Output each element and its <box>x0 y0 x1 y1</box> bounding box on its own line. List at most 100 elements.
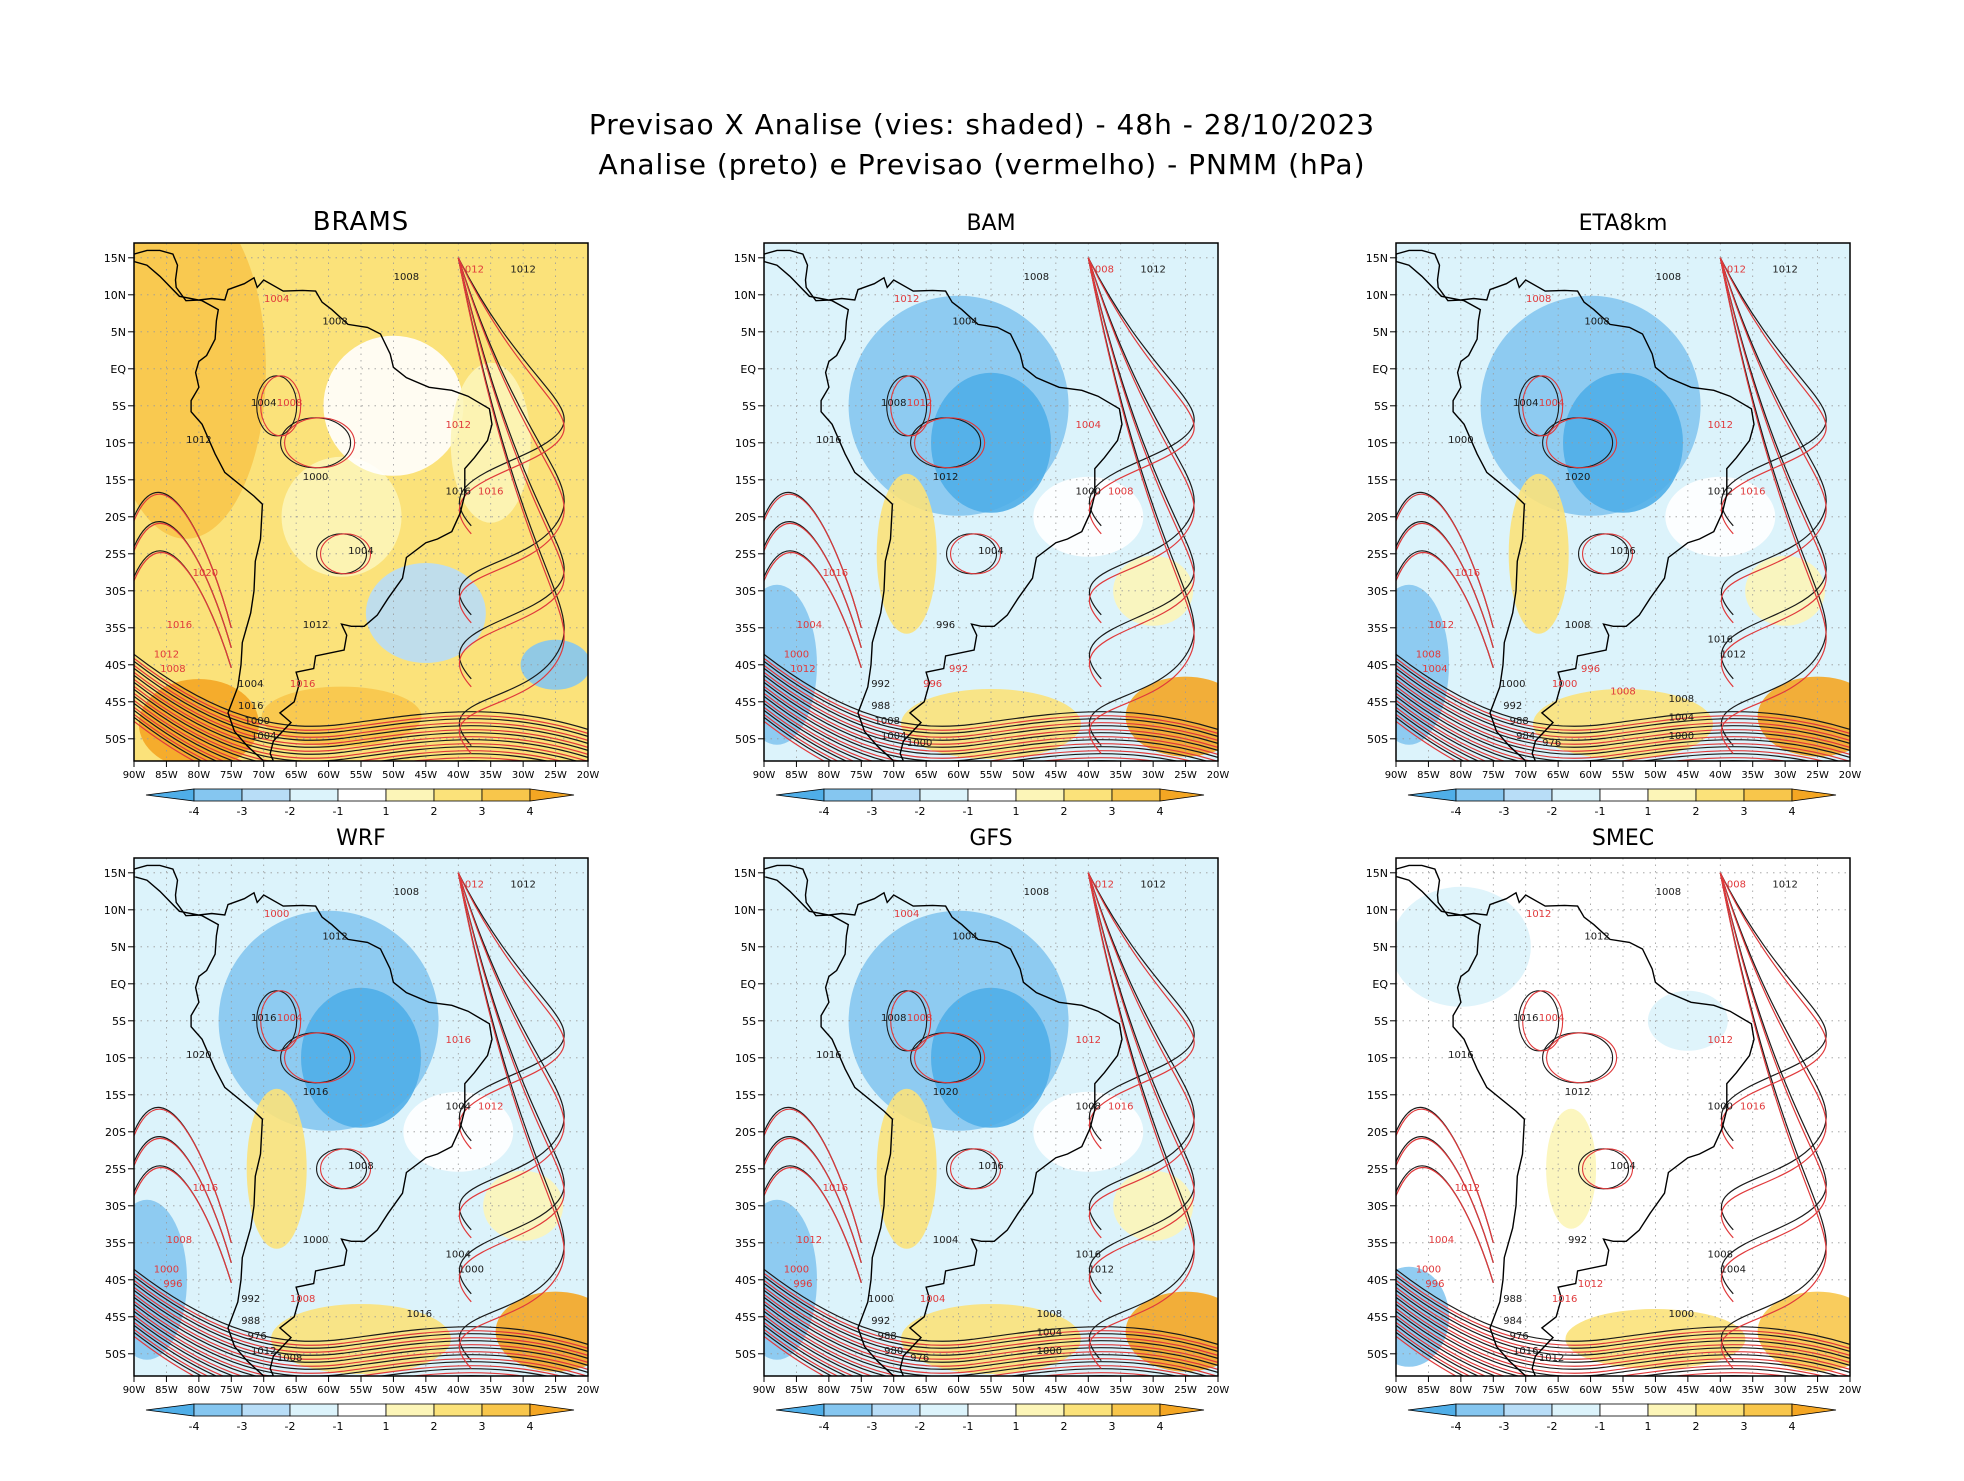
analysis-contour-label: 1008 <box>1708 1250 1733 1261</box>
forecast-contour-label: 1012 <box>446 420 471 431</box>
colorbar-label: 2 <box>1693 1420 1700 1433</box>
lon-tick-label: 20W <box>1207 1385 1230 1396</box>
forecast-contour-label: 1008 <box>1526 294 1551 305</box>
colorbar-segment <box>193 788 243 802</box>
lon-tick-label: 70W <box>1514 770 1537 781</box>
forecast-isobar-south <box>134 1286 588 1363</box>
analysis-isobar-south <box>1396 1331 1465 1376</box>
map-panel-brams: 1012100810081004101210001004101610121004… <box>104 242 599 818</box>
colorbar-label: 3 <box>1741 805 1748 818</box>
colorbar-segment <box>919 1403 969 1417</box>
forecast-contour-label: 1016 <box>823 568 848 579</box>
analysis-contour-label: 980 <box>884 1346 903 1357</box>
forecast-isobar-south <box>1396 1279 1850 1356</box>
forecast-isobar-south <box>764 1293 1218 1370</box>
forecast-contour-label: 1008 <box>1721 880 1746 891</box>
lat-tick-label: 50S <box>1367 733 1388 746</box>
forecast-isobar-atlantic <box>1719 257 1827 755</box>
lat-tick-label: 10S <box>105 437 126 450</box>
forecast-isobar-interior <box>1522 375 1564 437</box>
forecast-contour-label: 1016 <box>478 487 503 498</box>
analysis-contour-label: 1004 <box>952 931 977 942</box>
forecast-contour-label: 1004 <box>797 620 822 631</box>
lon-tick-label: 25W <box>544 770 567 781</box>
forecast-contour-label: 1012 <box>1455 1183 1480 1194</box>
forecast-isobar-atlantic <box>1087 257 1195 624</box>
lat-tick-label: 45S <box>105 1311 126 1324</box>
forecast-isobar-pacific <box>134 493 232 628</box>
forecast-isobar-south <box>764 1314 1157 1376</box>
map-panel-bam: 1012100810041008101610121004100099699298… <box>734 242 1229 818</box>
analysis-contour-label: 1008 <box>881 1013 906 1024</box>
forecast-contour-label: 1004 <box>277 1013 302 1024</box>
analysis-isobar-south <box>134 653 588 730</box>
lon-tick-label: 85W <box>155 770 178 781</box>
forecast-isobar-south <box>764 1300 1218 1376</box>
analysis-contour-label: 1004 <box>446 1250 471 1261</box>
analysis-isobar-south <box>764 1275 1218 1352</box>
analysis-contour-label: 1020 <box>933 1087 958 1098</box>
analysis-contour-label: 1016 <box>816 1050 841 1061</box>
colorbar-min-arrow <box>775 1403 825 1417</box>
lon-tick-label: 90W <box>753 770 776 781</box>
forecast-contour-label: 1016 <box>823 1183 848 1194</box>
analysis-contour-label: 1012 <box>303 620 328 631</box>
colorbar-label: 4 <box>1157 1420 1164 1433</box>
colorbar-segment <box>1647 1403 1697 1417</box>
colorbar-label: 3 <box>479 1420 486 1433</box>
analysis-isobar-south <box>764 695 1180 761</box>
forecast-contour-label: 1016 <box>1455 568 1480 579</box>
colorbar-segment <box>823 788 873 802</box>
forecast-contour-label: 1004 <box>894 909 919 920</box>
forecast-isobar-interior <box>1581 1148 1634 1190</box>
forecast-contour-label: 1016 <box>1108 1102 1133 1113</box>
colorbar-label: 1 <box>1013 805 1020 818</box>
figure-title-line2: Analise (preto) e Previsao (vermelho) - … <box>598 148 1366 181</box>
lat-lon-grid <box>1396 858 1850 1376</box>
colorbar-label: -4 <box>1451 805 1462 818</box>
colorbar-label: -3 <box>237 805 248 818</box>
analysis-contour-label: 1000 <box>1669 1309 1694 1320</box>
lat-tick-label: 10N <box>104 289 126 302</box>
lon-tick-label: 65W <box>915 770 938 781</box>
analysis-isobar-south <box>134 1296 588 1373</box>
forecast-isobar-interior <box>1522 990 1564 1052</box>
analysis-isobar-south <box>764 709 848 761</box>
analysis-isobar-atlantic <box>1719 872 1827 1362</box>
colorbar-min-arrow <box>1407 788 1457 802</box>
colorbar-max-arrow <box>1159 1403 1205 1417</box>
analysis-isobar-atlantic <box>1087 257 1195 616</box>
forecast-isobar-interior <box>1546 1032 1618 1084</box>
analysis-contour-label: 1004 <box>251 731 276 742</box>
analysis-contour-label: 1012 <box>1539 1353 1564 1364</box>
lat-tick-label: 15S <box>105 1089 126 1102</box>
lon-tick-label: 20W <box>1839 770 1862 781</box>
colorbar-label: 4 <box>1789 1420 1796 1433</box>
lat-tick-label: 15N <box>104 867 126 880</box>
forecast-isobar-south <box>764 671 1218 748</box>
map-area: 1012 1008 1008 1004 1000 1020 1016 1012 1008 1000… <box>1396 243 1850 761</box>
bias-shading-amazon-core <box>1563 372 1683 513</box>
analysis-isobar-south <box>134 667 588 744</box>
lat-tick-label: 45S <box>735 696 756 709</box>
forecast-contour-label: 1008 <box>1089 265 1114 276</box>
forecast-contour-label: 1004 <box>264 294 289 305</box>
colorbar-label: 1 <box>1645 1420 1652 1433</box>
colorbar-label: -4 <box>819 805 830 818</box>
analysis-contour-label: 1000 <box>1669 731 1694 742</box>
lat-tick-label: EQ <box>740 978 756 991</box>
colorbar-label: -1 <box>963 1420 974 1433</box>
analysis-isobar-south <box>764 688 1209 761</box>
panel-title-smec: SMEC <box>1591 826 1655 851</box>
lon-tick-label: 70W <box>1514 1385 1537 1396</box>
lat-tick-label: 35S <box>105 1237 126 1250</box>
lat-tick-label: 10S <box>735 437 756 450</box>
forecast-isobar-south <box>1396 1293 1850 1370</box>
analysis-contour-label: 1016 <box>816 435 841 446</box>
map-panel-smec: 1012100810121016101610121004100099298898… <box>1366 857 1861 1433</box>
colorbar-segment <box>1551 1403 1601 1417</box>
forecast-isobar-atlantic <box>457 257 565 755</box>
lon-tick-label: 50W <box>1012 770 1035 781</box>
analysis-isobar-south <box>134 1324 218 1376</box>
colorbar-min-arrow <box>775 788 825 802</box>
